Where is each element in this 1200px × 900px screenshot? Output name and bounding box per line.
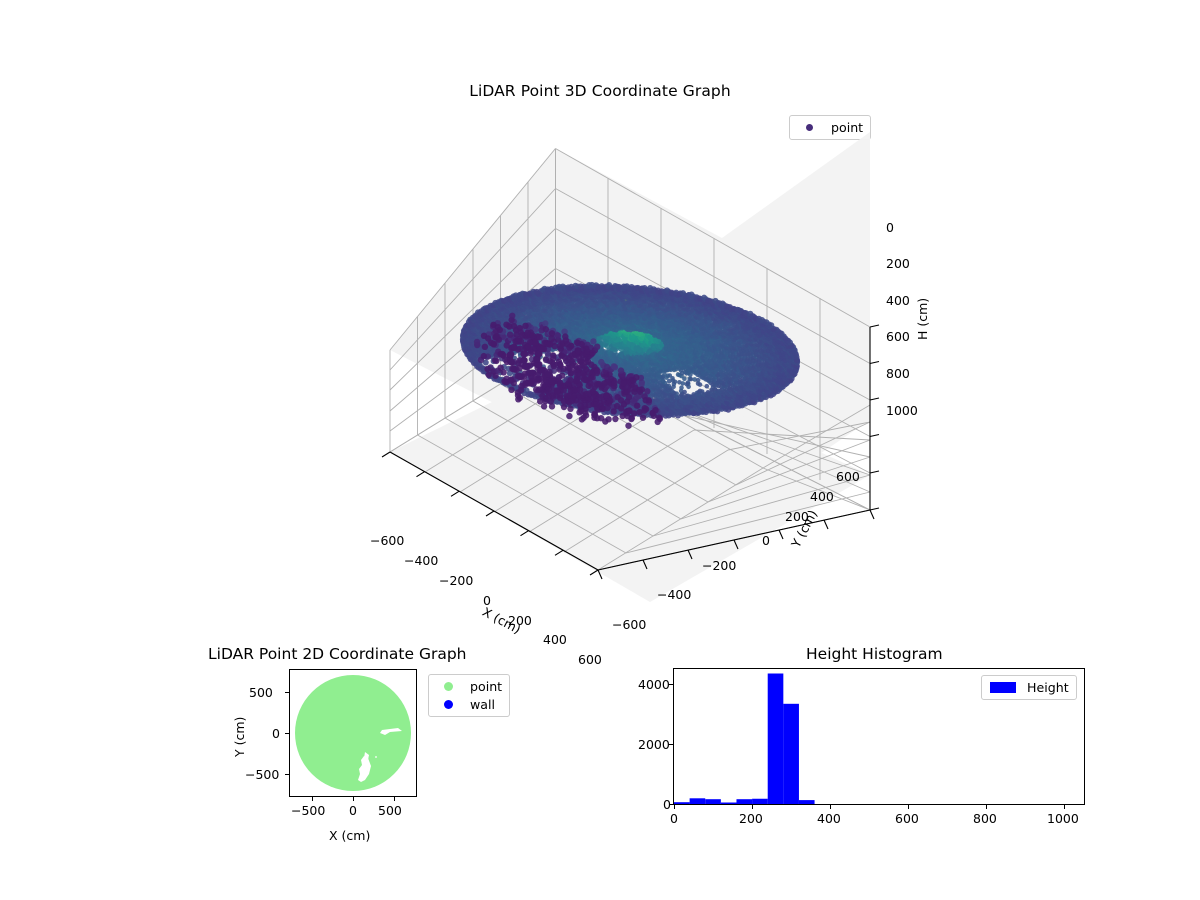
plot2d-canvas	[295, 675, 411, 791]
hist-xtick-mark-200	[752, 805, 753, 809]
hist-ytick-mark-2000	[669, 744, 673, 745]
hist-xtick-400: 400	[817, 811, 841, 826]
plot3d-xtick-3: 0	[483, 593, 491, 608]
plot2d-ylabel: Y (cm)	[232, 716, 247, 757]
plot2d-axes[interactable]	[289, 669, 417, 797]
point-marker-icon	[443, 682, 453, 691]
point-marker-icon	[805, 124, 813, 131]
plot3d-ytick-2: −200	[702, 558, 737, 573]
plot2d-xtick-mark-500	[394, 797, 395, 801]
plot3d-xtick-1: −400	[404, 553, 439, 568]
histogram-bar	[689, 798, 706, 804]
plot3d-ytick-4: 200	[785, 509, 809, 524]
legend-label: Height	[1027, 680, 1069, 695]
plot3d-ytick-5: 400	[810, 489, 834, 504]
pane-right	[722, 132, 870, 520]
plot3d-xtick-0: −600	[370, 533, 405, 548]
plot3d-xtick-5: 400	[543, 632, 567, 647]
plot3d-zlabel: H (cm)	[915, 297, 930, 340]
legend-item-point: point	[796, 120, 863, 135]
plot3d-ztick-1: 200	[886, 256, 910, 271]
plot3d-ytick-3: 0	[762, 533, 770, 548]
plot2d-xtick-0: −500	[291, 803, 326, 818]
legend-marker-cell	[796, 124, 822, 131]
legend-marker-cell	[988, 682, 1018, 693]
zaxis-ticks	[869, 324, 880, 511]
plot2d-ytick-mark-0	[285, 733, 289, 734]
hist-xtick-1000: 1000	[1047, 811, 1079, 826]
histogram-bar	[798, 800, 815, 804]
hist-xtick-0: 0	[670, 811, 678, 826]
plot2d-xtick-mark-neg500	[312, 797, 313, 801]
hist-xtick-mark-0	[674, 805, 675, 809]
point-disc	[295, 675, 411, 791]
plot2d-xtick-1: 0	[349, 803, 357, 818]
legend-item-wall: wall	[435, 697, 502, 712]
legend-label: point	[831, 120, 864, 135]
legend-label: point	[470, 679, 503, 694]
yaxis-ticks	[597, 509, 875, 580]
histogram-bar	[767, 673, 784, 804]
plot2d-title: LiDAR Point 2D Coordinate Graph	[208, 645, 467, 663]
plot3d-canvas	[381, 132, 880, 602]
plot3d-ytick-1: −400	[657, 587, 692, 602]
legend-item-point: point	[435, 679, 502, 694]
plot2d-ytick-0: −500	[245, 767, 280, 782]
hist-ytick-mark-4000	[669, 684, 673, 685]
histogram-canvas	[674, 673, 815, 804]
plot2d-legend[interactable]: point wall	[428, 674, 511, 717]
plot3d-ytick-0: −600	[612, 617, 647, 632]
plot3d-xtick-6: 600	[578, 652, 602, 667]
plot2d-xlabel: X (cm)	[329, 828, 371, 843]
floor-surface	[390, 350, 870, 602]
histogram-bar	[736, 799, 753, 804]
hist-xtick-200: 200	[739, 811, 763, 826]
hist-xtick-mark-600	[908, 805, 909, 809]
legend-label: wall	[470, 697, 496, 712]
histogram-legend[interactable]: Height	[981, 675, 1077, 700]
plot3d-axes[interactable]	[330, 120, 920, 640]
legend-item-height: Height	[988, 680, 1069, 695]
hist-ytick-2000: 2000	[638, 737, 670, 752]
histogram-bar	[674, 802, 690, 804]
hist-xtick-mark-1000	[1064, 805, 1065, 809]
hist-ytick-mark-0	[669, 804, 673, 805]
height-patch-icon	[990, 682, 1016, 693]
hist-ytick-4000: 4000	[638, 677, 670, 692]
plot3d-ztick-2: 400	[886, 293, 910, 308]
plot2d-xtick-2: 500	[378, 803, 402, 818]
hist-xtick-mark-400	[830, 805, 831, 809]
xaxis-ticks	[381, 451, 599, 576]
plot3d-ztick-0: 0	[886, 220, 894, 235]
plot2d-ytick-1: 0	[272, 726, 280, 741]
plot3d-ztick-5: 1000	[886, 403, 918, 418]
plot2d-ytick-2: 500	[249, 685, 273, 700]
plot2d-ytick-mark-neg500	[285, 774, 289, 775]
wall-marker-icon	[443, 700, 453, 709]
histogram-bar	[752, 798, 768, 804]
histogram-bar	[720, 802, 737, 804]
histogram-bar	[783, 703, 799, 804]
plot3d-title: LiDAR Point 3D Coordinate Graph	[469, 82, 731, 100]
hist-xtick-800: 800	[973, 811, 997, 826]
plot3d-legend[interactable]: point	[789, 115, 872, 140]
hist-xtick-600: 600	[895, 811, 919, 826]
histogram-bars	[674, 673, 815, 804]
histogram-title: Height Histogram	[806, 645, 943, 663]
legend-marker-cell	[435, 682, 461, 691]
hist-xtick-mark-800	[986, 805, 987, 809]
plot3d-ztick-4: 800	[886, 366, 910, 381]
plot3d-xtick-2: −200	[439, 573, 474, 588]
plot2d-xtick-mark-0	[353, 797, 354, 801]
plot2d-ytick-mark-500	[285, 692, 289, 693]
histogram-bar	[705, 799, 721, 804]
legend-marker-cell	[435, 700, 461, 709]
plot3d-xtick-4: 200	[508, 613, 532, 628]
hist-ytick-0: 0	[663, 797, 671, 812]
plot3d-ztick-3: 600	[886, 329, 910, 344]
point-cloud	[459, 281, 801, 429]
plot3d-ytick-6: 600	[836, 469, 860, 484]
